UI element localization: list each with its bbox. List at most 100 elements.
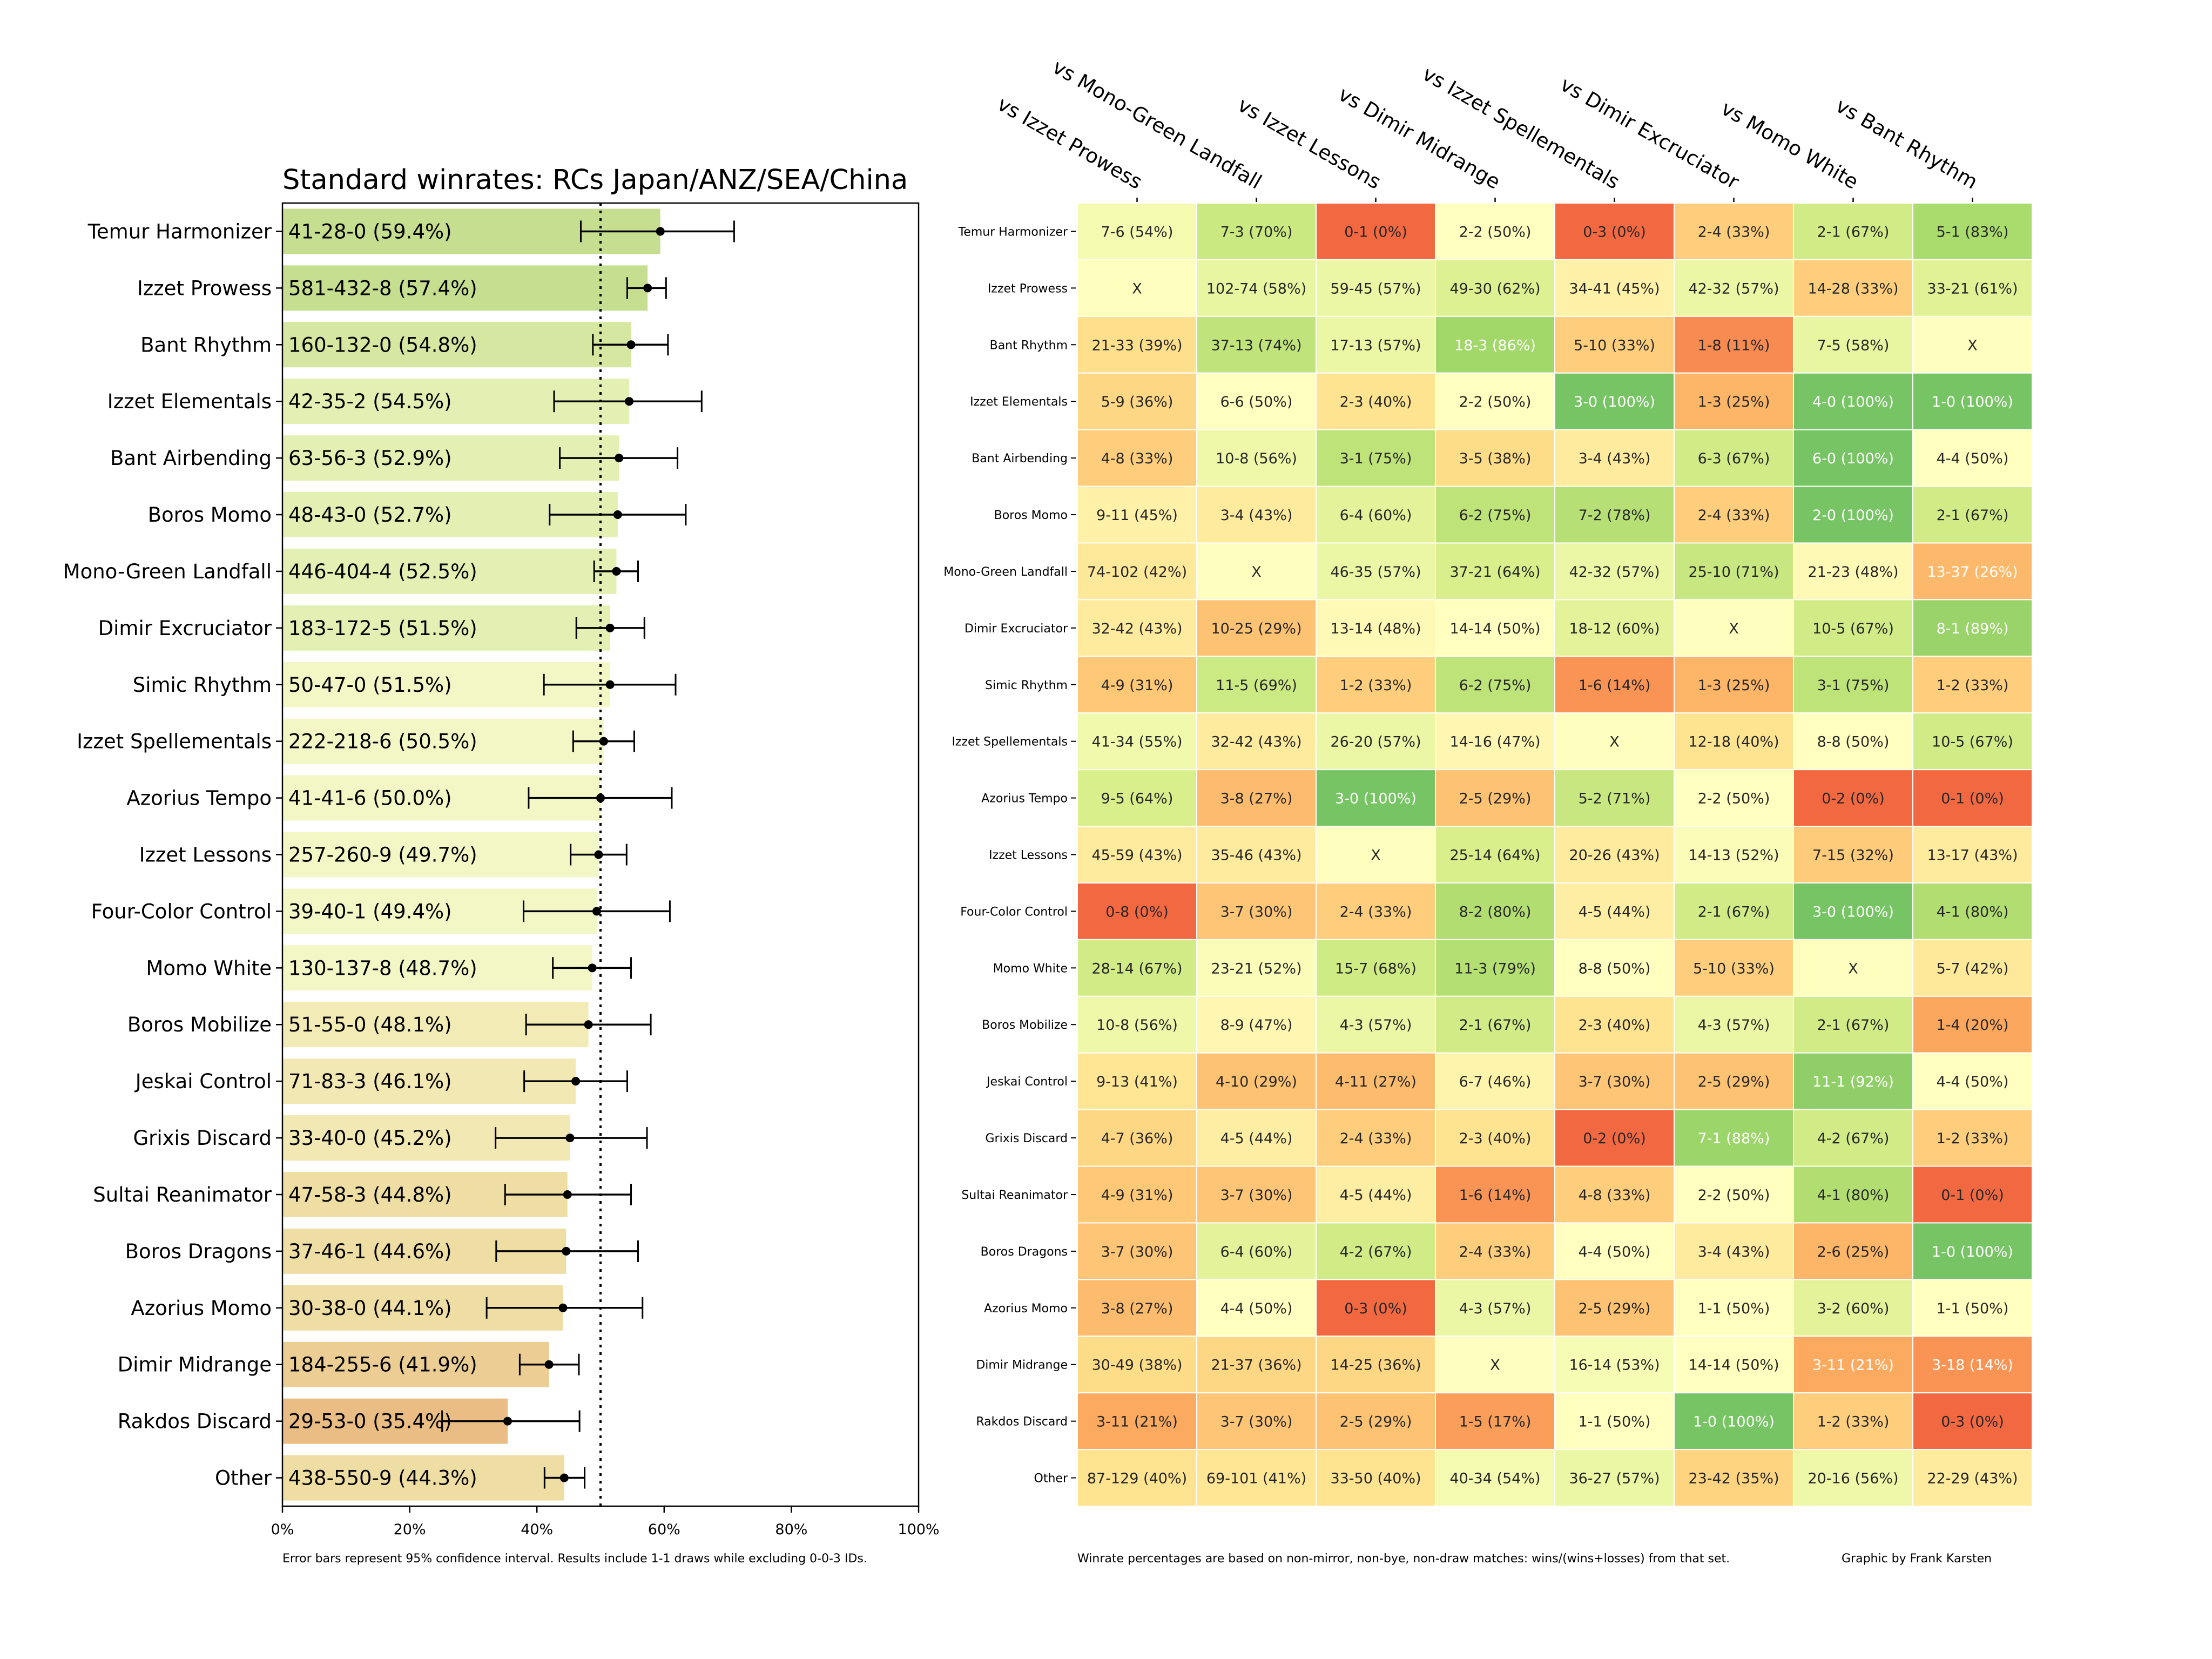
heatmap-cell-label: 3-11 (21%) bbox=[1812, 1357, 1894, 1374]
category-label: Simic Rhythm bbox=[133, 673, 272, 697]
heatmap-cell bbox=[1674, 1336, 1794, 1394]
heatmap-cell-label: 2-1 (67%) bbox=[1698, 903, 1770, 920]
bar-value-label: 446-404-4 (52.5%) bbox=[288, 560, 477, 583]
heatmap-cell bbox=[1196, 995, 1317, 1054]
heatmap-cell-label: 3-7 (30%) bbox=[1220, 1187, 1293, 1204]
heatmap-cell bbox=[1316, 1165, 1436, 1224]
heatmap-cell bbox=[1793, 769, 1913, 827]
heatmap-cell bbox=[1912, 1165, 2033, 1224]
category-label: Bant Airbending bbox=[110, 447, 272, 470]
heatmap-cell bbox=[1554, 315, 1675, 374]
heatmap-cell bbox=[1674, 1222, 1794, 1280]
heatmap-cell-label: 33-21 (61%) bbox=[1927, 280, 2018, 297]
category-label: Rakdos Discard bbox=[118, 1410, 272, 1433]
heatmap-cell bbox=[1435, 599, 1555, 657]
category-label: Mono-Green Landfall bbox=[63, 560, 272, 583]
heatmap-cell-label: 0-1 (0%) bbox=[1344, 224, 1407, 240]
row-label: Jeskai Control bbox=[986, 1075, 1068, 1089]
heatmap-cell bbox=[1435, 542, 1555, 601]
heatmap-cell-label: 9-5 (64%) bbox=[1101, 791, 1174, 807]
category-label: Temur Harmonizer bbox=[87, 220, 272, 243]
heatmap-cell-label: X bbox=[1132, 280, 1142, 297]
bar-value-label: 51-55-0 (48.1%) bbox=[288, 1013, 452, 1036]
heatmap-cell-label: X bbox=[1371, 847, 1381, 864]
heatmap-cell bbox=[1196, 1165, 1317, 1224]
row-label: Izzet Prowess bbox=[988, 282, 1068, 295]
heatmap-cell bbox=[1435, 1052, 1555, 1110]
heatmap-cell-label: 2-2 (50%) bbox=[1459, 394, 1532, 410]
row-label: Boros Momo bbox=[994, 509, 1068, 522]
heatmap-cell-label: 7-5 (58%) bbox=[1817, 337, 1890, 354]
bar bbox=[282, 718, 604, 764]
heatmap-cell-label: 2-2 (50%) bbox=[1698, 791, 1770, 807]
heatmap-cell-label: 10-5 (67%) bbox=[1932, 734, 2013, 751]
heatmap-cell-label: 4-8 (33%) bbox=[1579, 1187, 1651, 1204]
heatmap-cell-label: 0-2 (0%) bbox=[1822, 791, 1885, 807]
heatmap-cell-label: 0-3 (0%) bbox=[1344, 1300, 1407, 1317]
heatmap-cell-label: 7-2 (78%) bbox=[1579, 507, 1651, 524]
heatmap-cell bbox=[1435, 939, 1555, 997]
category-label: Izzet Lessons bbox=[139, 844, 272, 867]
winrate-point bbox=[544, 1360, 554, 1369]
heatmap-cell bbox=[1793, 1222, 1913, 1280]
bar bbox=[282, 832, 599, 878]
heatmap-cell-label: 37-21 (64%) bbox=[1449, 564, 1540, 581]
heatmap-cell-label: 8-2 (80%) bbox=[1459, 903, 1532, 920]
heatmap-cell-label: 1-6 (14%) bbox=[1579, 677, 1651, 694]
heatmap-cell-label: 36-27 (57%) bbox=[1569, 1471, 1660, 1487]
winrate-point bbox=[599, 737, 608, 746]
heatmap-cell bbox=[1674, 1165, 1794, 1224]
heatmap-cell bbox=[1793, 1109, 1913, 1167]
heatmap-cell bbox=[1316, 259, 1436, 317]
heatmap-cell-label: 1-2 (33%) bbox=[1937, 1130, 2009, 1147]
bar bbox=[282, 265, 648, 311]
heatmap-cell bbox=[1077, 995, 1197, 1054]
bar-value-label: 48-43-0 (52.7%) bbox=[288, 503, 452, 527]
heatmap-cell bbox=[1554, 372, 1675, 430]
heatmap-cell bbox=[1554, 1392, 1675, 1451]
heatmap-cell-label: 5-10 (33%) bbox=[1574, 337, 1655, 354]
heatmap-cell-label: 0-8 (0%) bbox=[1105, 903, 1169, 920]
heatmap-cell-label: 2-2 (50%) bbox=[1698, 1187, 1770, 1204]
heatmap-cell bbox=[1435, 203, 1555, 260]
heatmap-cell-label: 6-7 (46%) bbox=[1459, 1074, 1532, 1090]
heatmap-cell bbox=[1196, 372, 1317, 430]
heatmap-cell bbox=[1554, 939, 1675, 997]
heatmap-cell-label: 3-7 (30%) bbox=[1579, 1074, 1651, 1090]
winrate-point bbox=[605, 680, 615, 689]
heatmap-cell-label: 6-3 (67%) bbox=[1698, 450, 1770, 467]
heatmap-cell bbox=[1435, 656, 1555, 714]
heatmap-cell-label: 7-1 (88%) bbox=[1698, 1130, 1770, 1147]
heatmap-cell bbox=[1316, 1449, 1436, 1507]
heatmap-cell-label: 2-4 (33%) bbox=[1698, 224, 1770, 240]
heatmap-cell-label: 20-16 (56%) bbox=[1808, 1471, 1898, 1487]
heatmap-cell-label: 6-4 (60%) bbox=[1220, 1244, 1293, 1260]
heatmap-cell-label: 2-5 (29%) bbox=[1579, 1300, 1651, 1317]
winrate-point bbox=[615, 454, 624, 463]
heatmap-cell bbox=[1316, 995, 1436, 1054]
heatmap-cell-label: 3-1 (75%) bbox=[1340, 450, 1412, 467]
heatmap-cell-label: 14-25 (36%) bbox=[1330, 1357, 1421, 1374]
heatmap-cell-label: 42-32 (57%) bbox=[1569, 564, 1660, 581]
heatmap-cell bbox=[1674, 429, 1794, 487]
heatmap-cell bbox=[1674, 1279, 1794, 1337]
heatmap-cell-label: 2-5 (29%) bbox=[1698, 1074, 1770, 1090]
heatmap-cell-label: 1-6 (14%) bbox=[1459, 1187, 1532, 1204]
heatmap-cell bbox=[1077, 826, 1197, 884]
heatmap-cell-label: 4-0 (100%) bbox=[1812, 394, 1894, 410]
heatmap-cell bbox=[1316, 599, 1436, 657]
heatmap-cell bbox=[1793, 315, 1913, 374]
heatmap-cell-label: 4-5 (44%) bbox=[1340, 1187, 1412, 1204]
heatmap-cell bbox=[1316, 656, 1436, 714]
heatmap-cell bbox=[1674, 939, 1794, 997]
row-label: Sultai Reanimator bbox=[961, 1189, 1068, 1202]
row-label: Simic Rhythm bbox=[985, 679, 1068, 692]
category-label: Momo White bbox=[146, 956, 272, 980]
bar bbox=[282, 945, 592, 991]
heatmap-cell bbox=[1435, 1449, 1555, 1507]
heatmap-cell bbox=[1674, 485, 1794, 544]
heatmap-cell bbox=[1435, 315, 1555, 374]
heatmap-cell bbox=[1435, 769, 1555, 827]
heatmap-cell-label: 2-3 (40%) bbox=[1579, 1017, 1651, 1034]
heatmap-cell bbox=[1077, 542, 1197, 601]
